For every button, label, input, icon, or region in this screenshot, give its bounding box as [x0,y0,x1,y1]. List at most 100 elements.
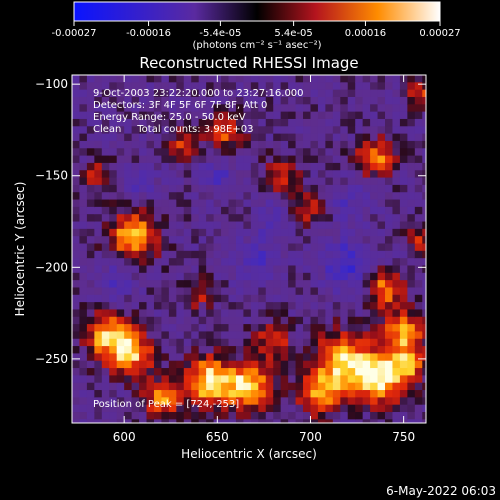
heatmap-cell [310,265,319,274]
heatmap-cell [213,140,222,149]
heatmap-cell [265,382,274,391]
heatmap-cell [86,375,95,384]
heatmap-cell [340,272,349,281]
heatmap-cell [221,89,230,98]
heatmap-cell [355,228,364,237]
heatmap-cell [146,265,155,274]
heatmap-cell [265,390,274,398]
heatmap-cell [86,75,95,83]
heatmap-cell [310,206,319,215]
heatmap-cell [86,331,95,340]
heatmap-cell [422,75,426,83]
heatmap-cell [303,316,312,325]
heatmap-cell [206,133,215,142]
heatmap-cell [280,397,289,406]
heatmap-cell [362,162,371,171]
heatmap-cell [332,419,341,423]
heatmap-cell [124,82,133,91]
heatmap-cell [131,214,140,223]
heatmap-cell [258,184,267,193]
heatmap-cell [265,250,274,259]
heatmap-cell [221,346,230,354]
heatmap-cell [340,228,349,237]
heatmap-cell [139,294,148,303]
heatmap-cell [265,96,274,105]
heatmap-cell [340,331,349,340]
heatmap-cell [250,118,259,127]
heatmap-cell [273,75,282,83]
heatmap-cell [340,250,349,259]
heatmap-cell [377,214,386,223]
heatmap-cell [146,331,155,340]
heatmap-cell [265,331,274,340]
heatmap-cell [168,199,177,208]
heatmap-cell [273,272,282,281]
heatmap-cell [392,111,401,120]
heatmap-cell [399,412,408,420]
heatmap-cell [407,82,416,91]
heatmap-cell [250,104,259,113]
heatmap-cell [288,280,297,289]
heatmap-cell [399,324,408,333]
heatmap-cell [377,177,386,186]
heatmap-cell [370,280,379,289]
heatmap-cell [139,228,148,237]
heatmap-cell [399,133,408,142]
heatmap-cell [228,272,237,281]
heatmap-cell [370,111,379,120]
heatmap-cell [235,272,245,281]
heatmap-cell [362,148,371,157]
colorbar-tick-label: 5.4e-05 [274,28,312,39]
heatmap-cell [94,221,103,230]
heatmap-cell [101,236,110,245]
heatmap-cell [407,360,416,369]
heatmap-cell [206,96,215,105]
heatmap-cell [310,353,319,362]
heatmap-cell [79,390,88,398]
heatmap-cell [206,375,215,384]
heatmap-cell [228,162,237,171]
heatmap-cell [303,324,312,333]
heatmap-cell [86,397,95,406]
heatmap-cell [221,243,230,252]
heatmap-cell [280,192,289,201]
heatmap-cell [370,192,379,201]
heatmap-cell [288,170,297,179]
heatmap-cell [176,258,185,267]
heatmap-cell [139,324,148,333]
heatmap-cell [303,419,312,423]
heatmap-cell [206,111,215,120]
heatmap-cell [235,331,245,340]
heatmap-cell [243,89,252,98]
heatmap-cell [332,346,341,354]
heatmap-cell [340,287,349,296]
heatmap-cell [295,162,304,171]
heatmap-cell [243,118,252,127]
heatmap-cell [72,206,81,215]
heatmap-cell [235,280,245,289]
heatmap-cell [131,375,140,384]
heatmap-cell [72,272,81,281]
heatmap-cell [377,294,386,303]
heatmap-cell [183,390,192,398]
heatmap-cell [414,243,423,252]
heatmap-cell [265,155,274,164]
heatmap-cell [221,140,230,149]
heatmap-cell [94,250,103,259]
heatmap-cell [235,412,245,420]
heatmap-cell [94,214,103,223]
heatmap-cell [109,360,118,369]
heatmap-cell [399,221,408,230]
heatmap-cell [168,316,177,325]
heatmap-cell [243,111,252,120]
heatmap-cell [94,236,103,245]
heatmap-cell [198,236,207,245]
heatmap-cell [124,412,133,420]
heatmap-cell [153,236,163,245]
heatmap-cell [414,126,423,135]
heatmap-cell [146,206,155,215]
heatmap-cell [347,419,356,423]
heatmap-cell [72,302,81,311]
heatmap-cell [109,155,118,164]
heatmap-cell [213,148,222,157]
